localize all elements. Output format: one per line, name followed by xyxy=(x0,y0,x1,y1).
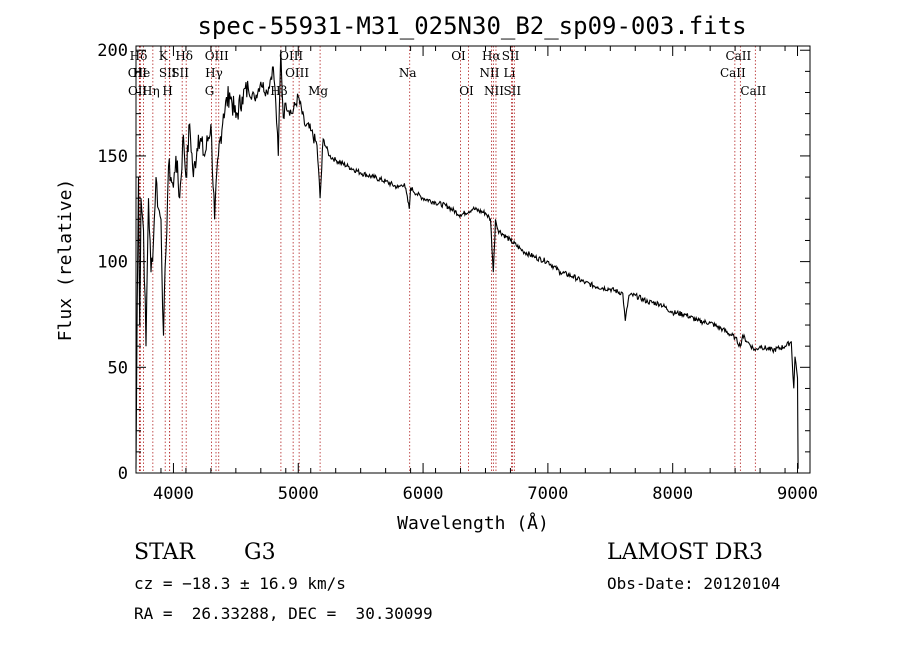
marker-label: Mg xyxy=(308,84,328,98)
marker-label: NII xyxy=(479,66,499,80)
marker-label: G xyxy=(205,84,215,98)
y-tick-label: 100 xyxy=(97,253,128,273)
plot-frame xyxy=(135,45,811,474)
x-tick-label: 8000 xyxy=(652,484,693,504)
x-tick-label: 9000 xyxy=(777,484,818,504)
marker-label: NII xyxy=(484,84,504,98)
object-type: STAR xyxy=(134,540,195,565)
survey-name: LAMOST DR3 xyxy=(607,540,763,565)
marker-label: Hβ xyxy=(270,84,287,98)
observation-date: Obs-Date: 20120104 xyxy=(607,574,781,593)
subclass: G3 xyxy=(244,540,276,565)
y-axis: 0 50 100 150 200 xyxy=(97,41,810,484)
marker-label: Hδ xyxy=(130,49,148,63)
marker-label: SII xyxy=(159,66,177,80)
y-tick-label: 0 xyxy=(118,464,128,484)
marker-label: OIII xyxy=(279,49,303,63)
marker-label: CaII xyxy=(740,84,766,98)
marker-label: SII xyxy=(171,66,189,80)
marker-label: H xyxy=(162,84,172,98)
marker-label: OI xyxy=(451,49,466,63)
x-axis: 4000 5000 6000 7000 8000 9000 xyxy=(135,46,818,504)
marker-label: Hα xyxy=(482,49,501,63)
marker-label: CaII xyxy=(725,49,751,63)
marker-label: SII xyxy=(503,84,521,98)
marker-label: Hη xyxy=(142,84,160,98)
marker-label: Li xyxy=(504,66,516,80)
y-axis-label: Flux (relative) xyxy=(55,179,76,342)
coordinates: RA = 26.33288, DEC = 30.30099 xyxy=(134,604,433,623)
marker-label: CaII xyxy=(720,66,746,80)
marker-label: OII xyxy=(128,66,148,80)
marker-label: OIII xyxy=(285,66,309,80)
y-tick-label: 50 xyxy=(108,358,128,378)
marker-label: Hγ xyxy=(205,66,223,80)
marker-label: He xyxy=(133,66,151,80)
y-tick-label: 200 xyxy=(97,41,128,61)
y-tick-label: 150 xyxy=(97,147,128,167)
redshift-velocity: cz = −18.3 ± 16.9 km/s xyxy=(134,574,346,593)
marker-label: Na xyxy=(399,66,417,80)
x-tick-label: 4000 xyxy=(153,484,194,504)
x-tick-label: 5000 xyxy=(278,484,319,504)
marker-label: OIII xyxy=(205,49,229,63)
marker-label: K xyxy=(159,49,169,63)
marker-label: OI xyxy=(459,84,474,98)
x-tick-label: 7000 xyxy=(527,484,568,504)
marker-label: Hδ xyxy=(175,49,193,63)
x-axis-label: Wavelength (Å) xyxy=(397,512,549,534)
marker-label: OII xyxy=(128,84,148,98)
chart-title: spec-55931-M31_025N30_B2_sp09-003.fits xyxy=(197,12,746,40)
marker-label: SII xyxy=(502,49,520,63)
spectrum-line xyxy=(135,50,799,469)
x-tick-label: 6000 xyxy=(403,484,444,504)
